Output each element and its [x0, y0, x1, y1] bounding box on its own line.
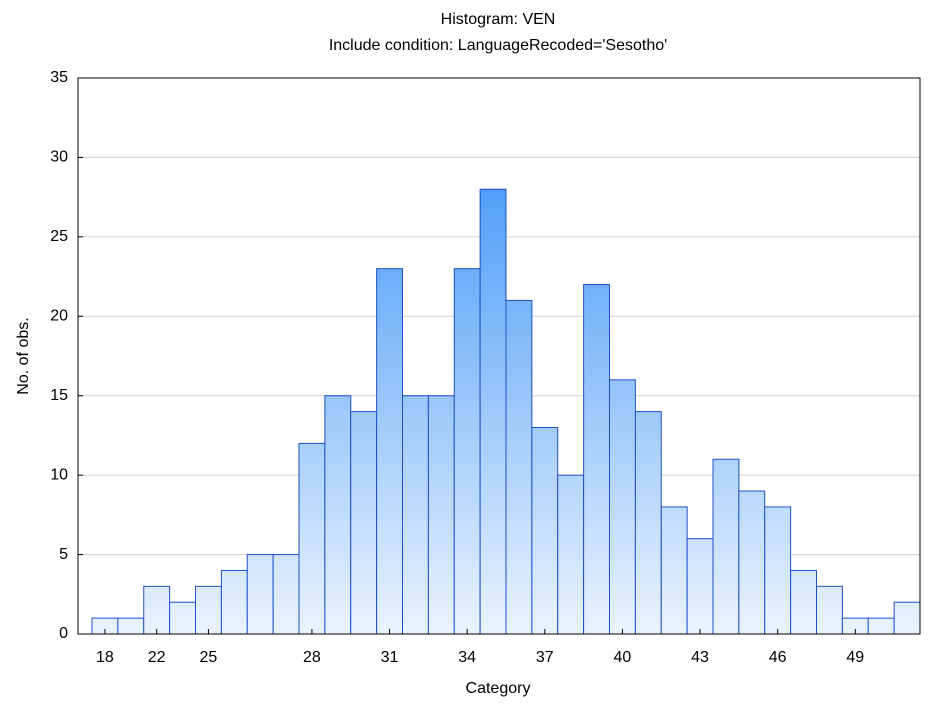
bar	[427, 395, 455, 635]
bar	[583, 284, 610, 635]
y-tick-label: 35	[50, 69, 68, 86]
x-tick-label: 31	[381, 649, 399, 666]
bar	[764, 506, 792, 635]
x-tick-label: 46	[769, 649, 787, 666]
bar	[324, 395, 352, 635]
bar	[298, 442, 326, 635]
bar	[169, 601, 196, 635]
x-tick-label: 28	[303, 649, 321, 666]
bar	[790, 569, 817, 635]
x-axis-label: Category	[466, 680, 531, 697]
x-tick-label: 37	[536, 649, 554, 666]
x-tick-label: 22	[148, 649, 166, 666]
bar	[816, 585, 843, 635]
bar	[686, 538, 714, 635]
x-tick-label: 25	[200, 649, 218, 666]
bar	[453, 268, 481, 635]
bar	[867, 617, 895, 635]
y-tick-label: 30	[50, 149, 68, 166]
bar	[893, 601, 921, 635]
bar	[195, 585, 222, 635]
bar	[557, 474, 585, 635]
bar	[272, 554, 300, 635]
bar	[634, 411, 662, 635]
bar	[531, 426, 559, 635]
bar	[220, 569, 248, 635]
bar	[376, 268, 403, 635]
y-tick-label: 0	[59, 625, 68, 642]
x-tick-label: 49	[846, 649, 864, 666]
x-tick-label: 18	[96, 649, 114, 666]
bar	[402, 395, 429, 635]
bar	[117, 617, 145, 635]
bar	[479, 188, 507, 635]
x-tick-label: 34	[458, 649, 476, 666]
y-tick-label: 15	[50, 387, 68, 404]
bar	[505, 299, 533, 635]
bar	[609, 379, 636, 635]
x-tick-label: 40	[614, 649, 632, 666]
chart-subtitle: Include condition: LanguageRecoded='Seso…	[329, 37, 667, 54]
chart-title: Histogram: VEN	[441, 11, 556, 28]
y-tick-label: 5	[59, 546, 68, 563]
bar	[350, 411, 378, 635]
bar	[738, 490, 766, 635]
y-tick-label: 20	[50, 308, 68, 325]
bar	[246, 554, 274, 635]
bar	[660, 506, 688, 635]
y-tick-label: 25	[50, 228, 68, 245]
plot-frame	[77, 77, 921, 635]
y-axis-label: No. of obs.	[15, 317, 32, 394]
bar	[712, 458, 740, 635]
x-tick-label: 43	[691, 649, 709, 666]
bar	[143, 585, 171, 635]
y-tick-label: 10	[50, 466, 68, 483]
